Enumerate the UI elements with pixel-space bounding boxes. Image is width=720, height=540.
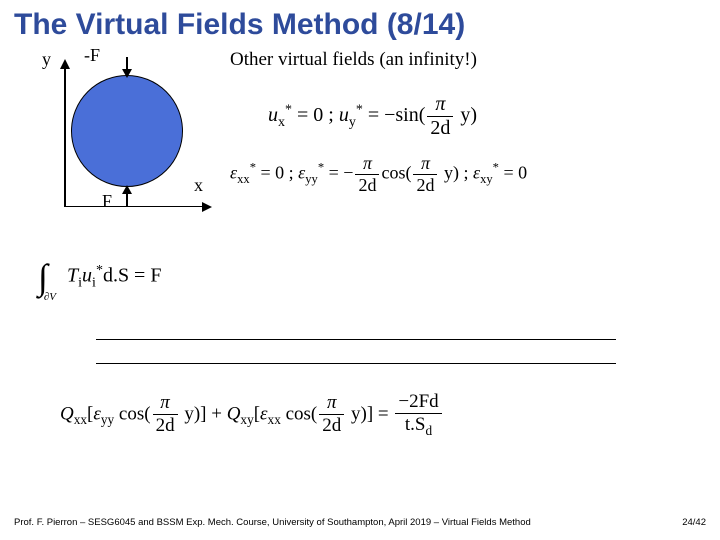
eq3-rest: d.S = F [103, 265, 162, 287]
x-label: x [194, 175, 203, 196]
eq4-Q2-sub: xy [240, 412, 253, 427]
eq4-rhs-den: t.Sd [395, 413, 441, 439]
eq-virtual-displacement: ux* = 0 ; uy* = −sin(π2d y) [268, 93, 477, 140]
eq1-uy-sup: * [356, 102, 363, 117]
eq3-sup: * [96, 263, 103, 278]
eq2-eyy-posta: cos( [381, 163, 411, 183]
eq2-eyy-sub: yy [305, 172, 318, 186]
eq-integral: ∫∂V Tiui*d.S = F [38, 256, 161, 298]
eq4-rhs-num: −2Fd [395, 391, 441, 413]
eq4-f1d: 2d [153, 414, 178, 437]
page-number: 24/42 [682, 517, 706, 528]
eq2-exx-sub: xx [237, 172, 250, 186]
eq-virtual-strain: εxx* = 0 ; εyy* = −π2dcos(π2d y) ; εxy* … [230, 153, 527, 196]
eq4-rhs-den-sub: d [426, 423, 433, 438]
x-axis [64, 206, 204, 208]
eq2-f2-den: 2d [413, 174, 437, 196]
eq1-ux-sub: x [278, 115, 285, 130]
y-axis-arrow-icon [60, 59, 70, 69]
eq2-sep1: ; [284, 163, 298, 183]
eq1-uy-rhs-b: y) [455, 104, 477, 126]
eq4-Q2: Q [227, 403, 241, 424]
eq1-uy: u [339, 104, 349, 126]
footer: Prof. F. Pierron – SESG6045 and BSSM Exp… [14, 517, 706, 528]
eq4-y2: y)] [346, 403, 373, 424]
eq2-frac1: π2d [355, 153, 379, 196]
eq1-ux-rhs: = 0 [292, 104, 328, 126]
eq3-lim: ∂V [44, 291, 56, 303]
eq1-frac-den: 2d [427, 116, 453, 140]
eq4-f2d: 2d [319, 414, 344, 437]
eq4-e1-sub: yy [101, 412, 114, 427]
eq1-ux: u [268, 104, 278, 126]
f-label: F [102, 191, 112, 212]
eq1-uy-rhs-a: = −sin( [363, 104, 426, 126]
eq2-sep2: ; [459, 163, 473, 183]
divider-line-2 [96, 363, 616, 364]
eq4-f1n: π [153, 392, 178, 414]
eq4-eq: = [373, 403, 393, 424]
eq2-frac2: π2d [413, 153, 437, 196]
footer-left: Prof. F. Pierron – SESG6045 and BSSM Exp… [14, 517, 531, 528]
eq4-rhs-frac: −2Fdt.Sd [395, 391, 441, 439]
slide-title: The Virtual Fields Method (8/14) [0, 0, 720, 41]
eq2-exy: ε [473, 163, 480, 183]
eq4-frac2: π2d [319, 392, 344, 437]
eq2-f2-num: π [413, 153, 437, 174]
eq3-T: T [67, 265, 78, 287]
neg-f-label: -F [84, 45, 100, 66]
blue-disc [71, 75, 183, 187]
eq1-uy-sub: y [349, 115, 356, 130]
eq4-cos2: cos( [281, 403, 317, 424]
eq2-exx-rhs: = 0 [256, 163, 284, 183]
eq4-plus: + [206, 403, 226, 424]
eq4-e2: ε [260, 403, 268, 424]
y-axis [64, 67, 66, 207]
eq3-u: u [82, 265, 92, 287]
eq2-eyy-pre: = − [324, 163, 353, 183]
y-label: y [42, 49, 51, 70]
eq4-e2-sub: xx [268, 412, 281, 427]
eq2-f1-num: π [355, 153, 379, 174]
eq1-frac: π2d [427, 93, 453, 140]
eq-final: Qxx[εyy cos(π2d y)] + Qxy[εxx cos(π2d y)… [60, 391, 444, 439]
eq4-y1: y)] [180, 403, 207, 424]
eq1-ux-sup: * [285, 102, 292, 117]
eq4-frac1: π2d [153, 392, 178, 437]
subtitle: Other virtual fields (an infinity!) [230, 49, 477, 71]
eq4-cos1: cos( [114, 403, 150, 424]
eq2-eyy-postb: y) [439, 163, 459, 183]
eq4-rhs-den-t: t.S [405, 414, 426, 435]
eq4-f2n: π [319, 392, 344, 414]
divider-line-1 [96, 339, 616, 340]
eq1-frac-num: π [427, 93, 453, 116]
eq2-exy-rhs: = 0 [499, 163, 527, 183]
eq2-exy-sub: xy [480, 172, 493, 186]
eq4-e1: ε [93, 403, 101, 424]
eq2-f1-den: 2d [355, 174, 379, 196]
disc-diagram: y -F x F [36, 45, 216, 215]
eq4-Q1-sub: xx [74, 412, 87, 427]
x-axis-arrow-icon [202, 202, 212, 212]
eq4-Q1: Q [60, 403, 74, 424]
eq1-sep: ; [328, 104, 339, 126]
